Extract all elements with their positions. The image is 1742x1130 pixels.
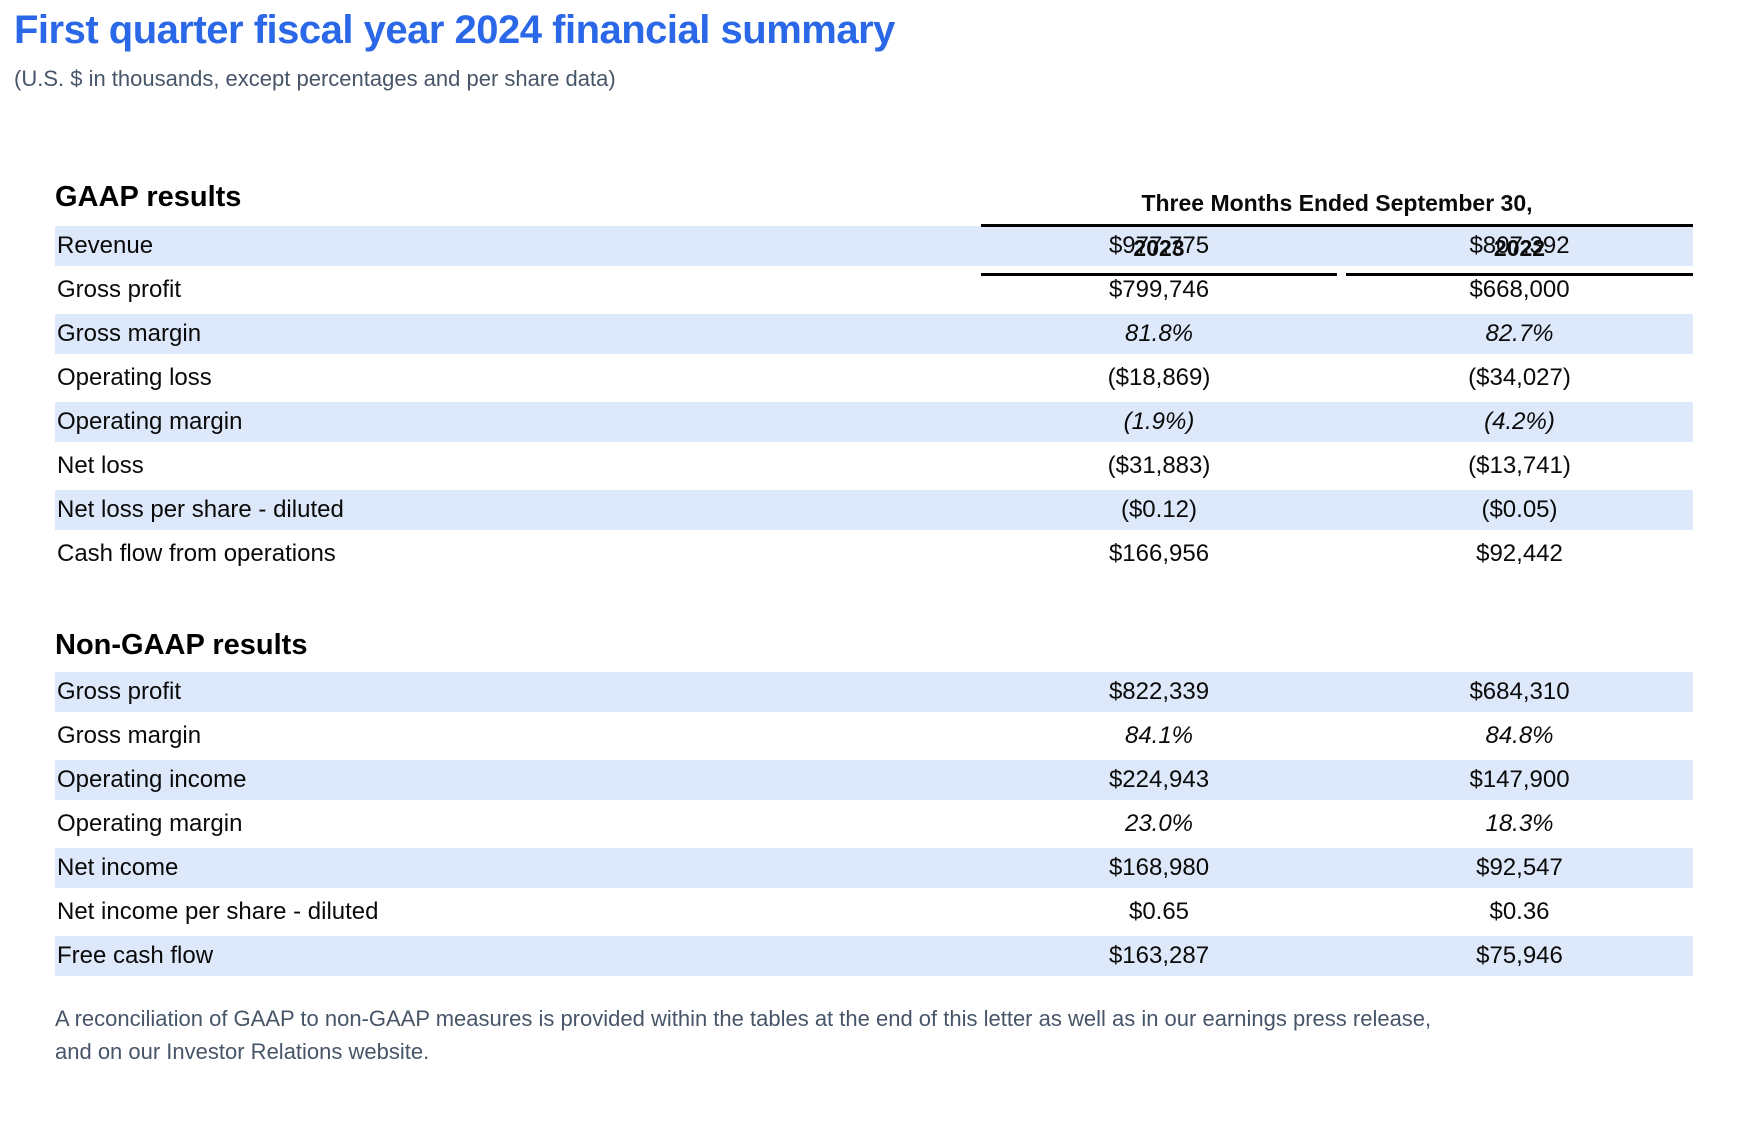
row-label: Operating loss bbox=[57, 364, 212, 391]
row-value-2023: $822,339 bbox=[1108, 678, 1210, 705]
period-header-rule bbox=[981, 224, 1693, 227]
row-value-2023: ($31,883) bbox=[1107, 452, 1211, 479]
row-label: Gross margin bbox=[57, 320, 202, 347]
row-label: Net income bbox=[57, 854, 179, 881]
year-columns-row: 2023 2022 bbox=[981, 233, 1693, 276]
row-value-2023: ($18,869) bbox=[1107, 364, 1211, 391]
column-gap bbox=[1337, 890, 1346, 934]
row-value-2023: ($0.12) bbox=[1120, 496, 1198, 523]
row-value-2022: 82.7% bbox=[1485, 320, 1554, 347]
row-value-2023: 84.1% bbox=[1124, 722, 1194, 749]
row-value-2023: $168,980 bbox=[1108, 854, 1210, 881]
row-value-2023: $224,943 bbox=[1108, 766, 1210, 793]
row-value-2022: 84.8% bbox=[1485, 722, 1554, 749]
column-gap bbox=[1337, 670, 1346, 714]
table-row: Free cash flow $163,287 $75,946 bbox=[55, 934, 1693, 978]
row-label: Gross profit bbox=[57, 276, 182, 303]
row-label: Gross profit bbox=[57, 678, 182, 705]
table-sections: GAAP results Revenue $977,775 $807,392 G… bbox=[55, 180, 1693, 978]
column-gap bbox=[1337, 312, 1346, 356]
row-value-2022: ($0.05) bbox=[1481, 496, 1558, 523]
row-value-2022: (4.2%) bbox=[1484, 408, 1555, 435]
row-value-2023: $977,775 bbox=[1108, 232, 1210, 259]
table-row: Gross profit $799,746 $668,000 bbox=[55, 268, 1693, 312]
table-row: Net loss ($31,883) ($13,741) bbox=[55, 444, 1693, 488]
column-header-2022: 2022 bbox=[1346, 233, 1693, 276]
period-header-label: Three Months Ended September 30, bbox=[1141, 190, 1533, 216]
table-row: Operating loss ($18,869) ($34,027) bbox=[55, 356, 1693, 400]
row-value-2023: $0.65 bbox=[1128, 898, 1190, 925]
row-value-2023: $163,287 bbox=[1108, 942, 1210, 969]
row-value-2023: $799,746 bbox=[1108, 276, 1210, 303]
row-value-2022: $684,310 bbox=[1469, 678, 1570, 705]
column-gap bbox=[1337, 532, 1346, 576]
table-row: Gross margin 84.1% 84.8% bbox=[55, 714, 1693, 758]
table-row: Gross profit $822,339 $684,310 bbox=[55, 670, 1693, 714]
row-value-2022: $668,000 bbox=[1469, 276, 1570, 303]
table-row: Revenue $977,775 $807,392 bbox=[55, 224, 1693, 268]
section-heading: GAAP results bbox=[55, 181, 242, 213]
row-value-2023: 81.8% bbox=[1124, 320, 1194, 347]
table-row: Cash flow from operations $166,956 $92,4… bbox=[55, 532, 1693, 576]
column-gap bbox=[1337, 846, 1346, 890]
row-value-2022: $92,547 bbox=[1476, 854, 1563, 881]
row-value-2022: ($34,027) bbox=[1468, 364, 1571, 391]
row-label: Operating income bbox=[57, 766, 247, 793]
column-header-2023: 2023 bbox=[981, 233, 1337, 276]
row-value-2022: 18.3% bbox=[1485, 810, 1554, 837]
row-label: Cash flow from operations bbox=[57, 540, 336, 567]
row-label: Operating margin bbox=[57, 408, 243, 435]
column-gap bbox=[1337, 934, 1346, 978]
reconciliation-footnote: A reconciliation of GAAP to non-GAAP mea… bbox=[55, 1006, 1432, 1064]
table-row: Operating margin 23.0% 18.3% bbox=[55, 802, 1693, 846]
column-gap bbox=[1337, 444, 1346, 488]
financial-summary-table: Three Months Ended September 30, 2023 20… bbox=[55, 180, 1693, 978]
column-gap bbox=[1337, 802, 1346, 846]
row-value-2022: $92,442 bbox=[1476, 540, 1563, 567]
row-value-2022: $75,946 bbox=[1476, 942, 1563, 969]
row-label: Net loss per share - diluted bbox=[57, 496, 344, 523]
row-value-2023: 23.0% bbox=[1124, 810, 1194, 837]
year-columns-gap bbox=[1337, 233, 1346, 276]
page-title: First quarter fiscal year 2024 financial… bbox=[14, 8, 895, 52]
row-label: Gross margin bbox=[57, 722, 202, 749]
table-row: Operating margin (1.9%) (4.2%) bbox=[55, 400, 1693, 444]
column-gap bbox=[1337, 758, 1346, 802]
column-gap bbox=[1337, 488, 1346, 532]
section-rows: Revenue $977,775 $807,392 Gross profit $… bbox=[55, 224, 1693, 576]
period-header-block: Three Months Ended September 30, 2023 20… bbox=[981, 188, 1693, 276]
row-value-2023: $166,956 bbox=[1108, 540, 1210, 567]
row-value-2022: $0.36 bbox=[1489, 898, 1550, 925]
row-label: Free cash flow bbox=[57, 942, 214, 969]
column-gap bbox=[1337, 714, 1346, 758]
table-row: Gross margin 81.8% 82.7% bbox=[55, 312, 1693, 356]
row-value-2022: ($13,741) bbox=[1468, 452, 1571, 479]
table-row: Net income per share - diluted $0.65 $0.… bbox=[55, 890, 1693, 934]
table-row: Operating income $224,943 $147,900 bbox=[55, 758, 1693, 802]
page-subtitle: (U.S. $ in thousands, except percentages… bbox=[14, 66, 616, 91]
column-gap bbox=[1337, 400, 1346, 444]
row-value-2023: (1.9%) bbox=[1123, 408, 1195, 435]
table-row: Net loss per share - diluted ($0.12) ($0… bbox=[55, 488, 1693, 532]
row-value-2022: $807,392 bbox=[1469, 232, 1570, 259]
table-row: Net income $168,980 $92,547 bbox=[55, 846, 1693, 890]
column-gap bbox=[1337, 356, 1346, 400]
row-label: Net loss bbox=[57, 452, 144, 479]
row-label: Revenue bbox=[57, 232, 154, 259]
row-label: Operating margin bbox=[57, 810, 243, 837]
row-value-2022: $147,900 bbox=[1469, 766, 1570, 793]
row-label: Net income per share - diluted bbox=[57, 898, 379, 925]
section-heading: Non-GAAP results bbox=[55, 629, 308, 661]
section-rows: Gross profit $822,339 $684,310 Gross mar… bbox=[55, 670, 1693, 978]
